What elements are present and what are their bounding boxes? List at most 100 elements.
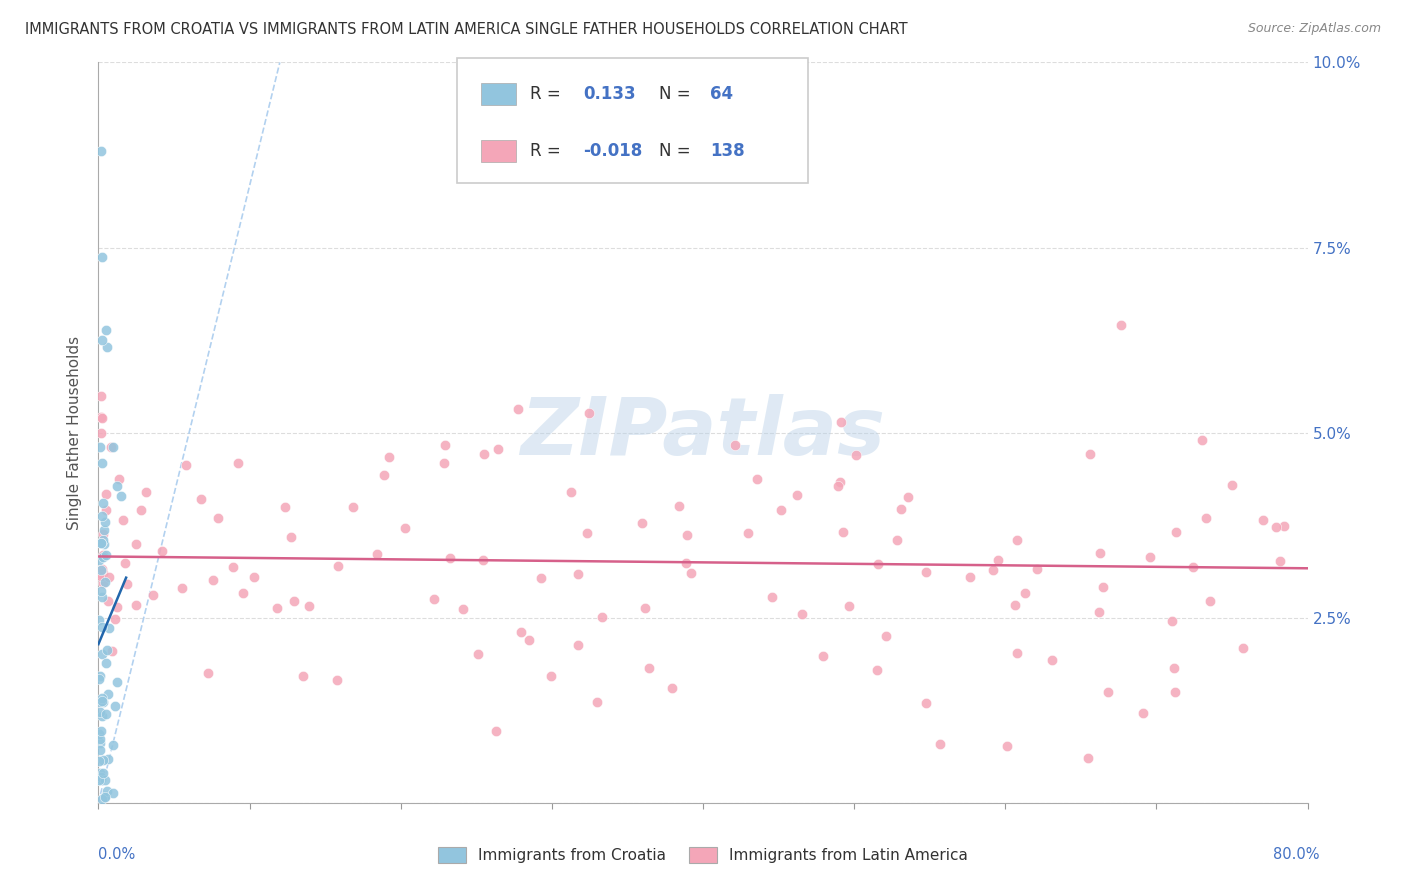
Point (90, 620, 112, 634)
Point (283, 593, 305, 607)
Point (89, 736, 111, 750)
Point (792, 607, 814, 622)
Point (995, 739, 1018, 754)
Point (638, 661, 661, 675)
Point (90, 508, 112, 523)
Point (94, 548, 117, 562)
Point (91, 527, 114, 541)
Point (135, 485, 157, 500)
Point (1005, 533, 1028, 547)
Point (439, 550, 461, 565)
Point (423, 592, 446, 607)
Text: Source: ZipAtlas.com: Source: ZipAtlas.com (1247, 22, 1381, 36)
Point (838, 599, 860, 614)
Point (394, 521, 416, 535)
Point (90, 425, 112, 440)
Point (266, 600, 288, 615)
Point (91, 753, 114, 767)
Point (91, 533, 114, 548)
Point (868, 558, 890, 572)
Text: R =: R = (530, 85, 567, 103)
Point (472, 552, 495, 566)
Point (567, 566, 589, 581)
Point (724, 438, 747, 452)
Point (1163, 661, 1185, 675)
Text: -0.018: -0.018 (583, 142, 643, 161)
Point (1025, 562, 1047, 576)
Point (87, 772, 110, 787)
Point (90, 567, 112, 582)
Point (510, 625, 533, 640)
Point (886, 533, 908, 548)
Point (737, 526, 759, 541)
Point (679, 566, 702, 580)
Point (174, 458, 197, 473)
Point (87, 553, 110, 567)
Point (152, 543, 174, 558)
Point (90, 562, 112, 576)
Point (959, 569, 981, 583)
Point (87, 727, 110, 741)
Point (292, 669, 315, 683)
Point (90, 409, 112, 424)
Text: R =: R = (530, 142, 567, 161)
Point (1272, 519, 1295, 533)
Point (94, 487, 117, 501)
Point (1042, 653, 1064, 667)
Text: 0.0%: 0.0% (98, 847, 135, 863)
Point (890, 502, 912, 516)
Point (87, 672, 110, 686)
Point (1191, 433, 1213, 447)
Point (101, 787, 124, 801)
Point (91, 792, 114, 806)
Point (96, 784, 118, 798)
Point (90, 536, 112, 550)
Point (100, 441, 122, 455)
Point (1088, 605, 1111, 619)
Point (172, 581, 194, 595)
Point (1007, 646, 1029, 660)
Point (90, 333, 112, 347)
Point (125, 598, 148, 612)
Point (91, 410, 114, 425)
Point (97, 688, 120, 702)
Point (129, 503, 152, 517)
Point (105, 675, 128, 690)
Point (125, 537, 148, 551)
Point (567, 638, 589, 652)
Point (197, 665, 219, 680)
Point (578, 406, 600, 420)
Point (114, 556, 136, 570)
Point (91, 708, 114, 723)
Text: ZIPatlas: ZIPatlas (520, 393, 886, 472)
Point (1161, 614, 1184, 628)
Point (115, 577, 138, 591)
Point (94, 706, 117, 721)
Text: 0.133: 0.133 (583, 85, 636, 103)
Point (983, 562, 1005, 576)
Point (96, 340, 118, 354)
Point (105, 479, 128, 493)
Point (93, 536, 115, 550)
Point (98, 621, 121, 635)
Point (761, 590, 783, 604)
Point (226, 456, 249, 470)
Point (89, 766, 111, 780)
Text: 138: 138 (710, 142, 745, 161)
Point (91, 647, 114, 661)
Point (675, 556, 697, 570)
Point (915, 565, 938, 579)
Point (87, 755, 110, 769)
Point (101, 440, 124, 454)
Point (222, 559, 245, 574)
Point (661, 681, 683, 695)
Point (100, 644, 122, 658)
Point (110, 489, 132, 503)
Point (91, 590, 114, 604)
Point (96, 643, 118, 657)
Point (1004, 598, 1026, 612)
Point (89, 669, 111, 683)
Point (1077, 751, 1099, 765)
Point (94, 503, 117, 517)
Point (1222, 478, 1244, 492)
